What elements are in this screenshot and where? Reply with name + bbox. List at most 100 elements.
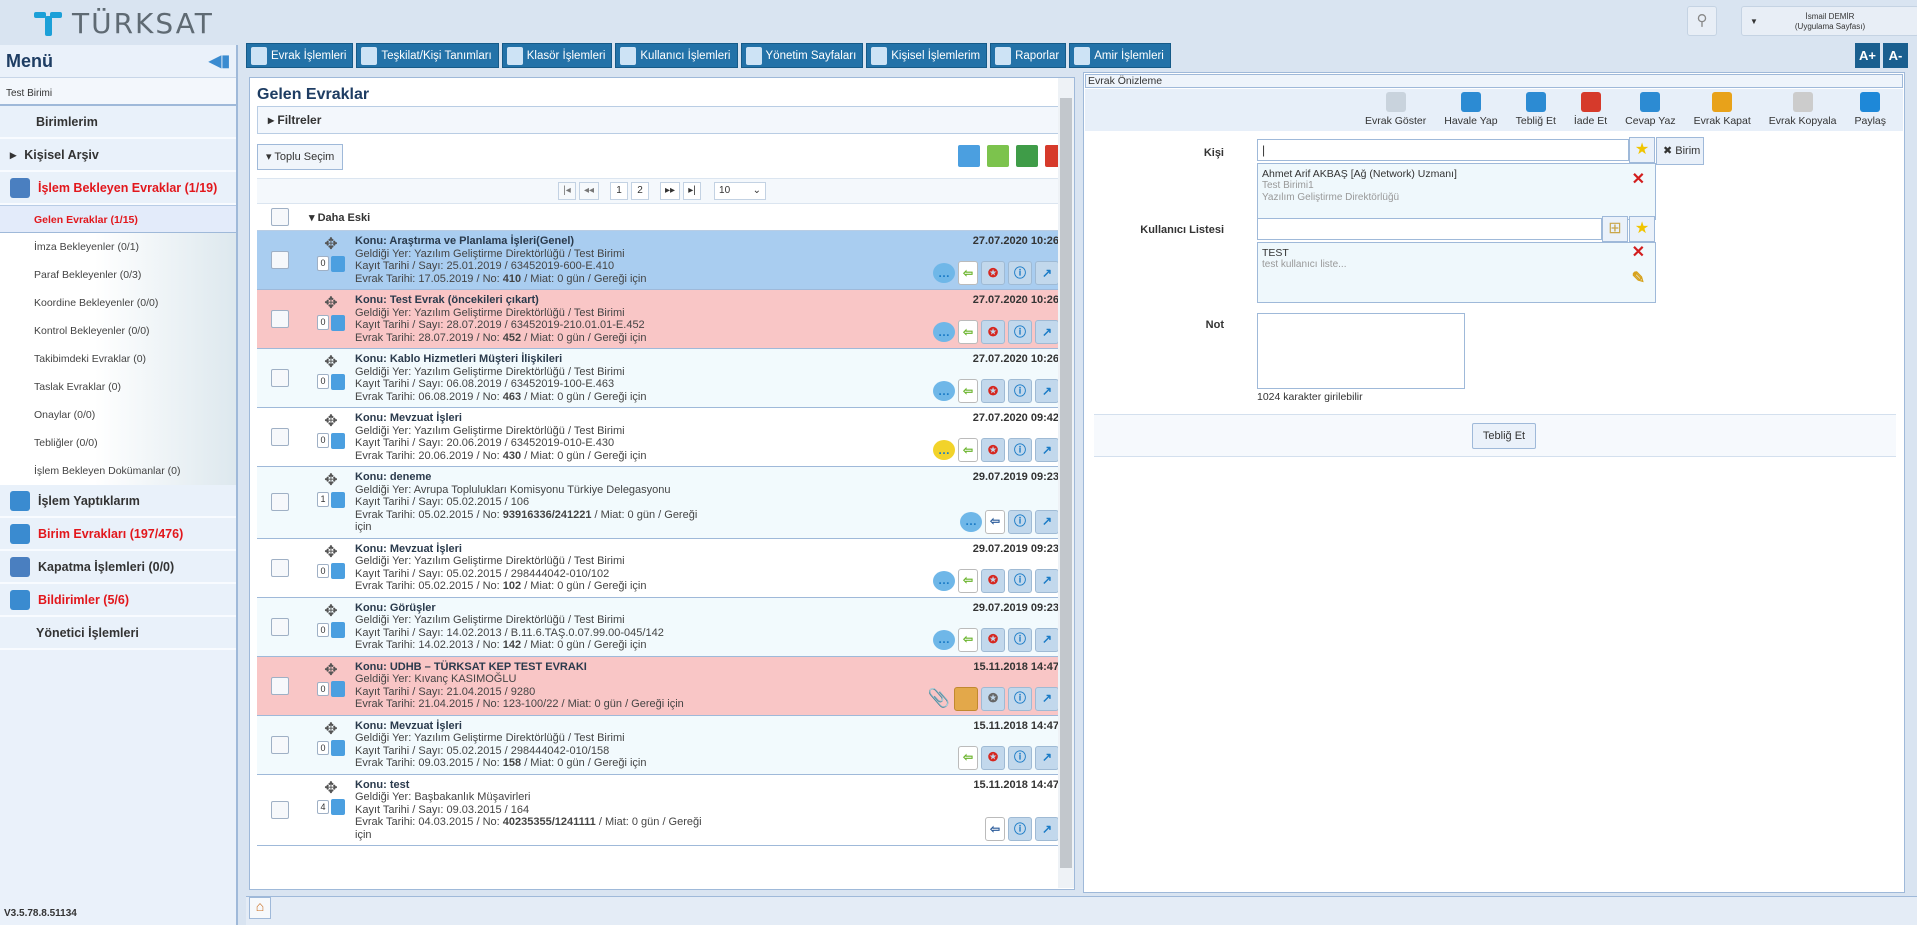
info-icon[interactable]: ⓘ: [1008, 320, 1032, 344]
reply-document-icon[interactable]: ⇦: [958, 568, 978, 593]
nav-tab[interactable]: Yönetim Sayfaları: [740, 43, 864, 68]
preview-action-button[interactable]: Evrak Göster: [1356, 89, 1435, 131]
drag-move-icon[interactable]: ✥: [324, 602, 338, 620]
info-icon[interactable]: ⓘ: [1008, 627, 1032, 652]
list-scrollbar[interactable]: [1058, 78, 1074, 888]
sidebar-subitem[interactable]: Paraf Bekleyenler (0/3): [34, 269, 142, 281]
row-checkbox[interactable]: [271, 617, 289, 636]
remove-icon[interactable]: ✕: [1631, 171, 1645, 188]
return-document-icon[interactable]: ⇦: [985, 817, 1005, 841]
prev-page-button[interactable]: ◂◂: [578, 182, 599, 200]
nav-tab[interactable]: Amir İşlemleri: [1069, 43, 1171, 68]
home-button[interactable]: ⌂: [249, 897, 271, 919]
document-add-icon[interactable]: [330, 432, 345, 449]
comment-bubble-icon[interactable]: …: [933, 381, 955, 401]
table-row[interactable]: ✥ 0 Konu: Araştırma ve Planlama İşleri(Gen…: [257, 231, 1067, 290]
row-checkbox[interactable]: [271, 800, 289, 819]
approval-medal-icon[interactable]: ✪: [981, 686, 1005, 711]
open-document-icon[interactable]: ↗: [1035, 745, 1059, 770]
open-document-icon[interactable]: ↗: [1035, 627, 1059, 652]
kullanici-listesi-input[interactable]: [1257, 218, 1602, 240]
sidebar-item[interactable]: Birimlerim: [0, 106, 236, 139]
approval-medal-icon[interactable]: ✪: [981, 261, 1005, 285]
document-add-icon[interactable]: [330, 563, 345, 579]
table-row[interactable]: ✥ 1 Konu: deneme Geldiği Yer: Avrupa Toplul…: [257, 467, 1067, 539]
sidebar-subitem[interactable]: İmza Bekleyenler (0/1): [34, 241, 140, 253]
search-button[interactable]: ⚲: [1687, 6, 1717, 36]
approval-medal-icon[interactable]: ✪: [981, 379, 1005, 403]
document-add-icon[interactable]: [330, 622, 345, 638]
table-row[interactable]: ✥ 0 Konu: Mevzuat İşleri Geldiği Yer: Yazıl…: [257, 715, 1067, 775]
comment-bubble-icon[interactable]: …: [933, 440, 955, 460]
info-icon[interactable]: ⓘ: [1008, 379, 1032, 403]
table-row[interactable]: ✥ 0 Konu: Kablo Hizmetleri Müşteri İlişkil…: [257, 349, 1067, 408]
preview-action-button[interactable]: Evrak Kopyala: [1760, 89, 1846, 131]
page-1-button[interactable]: 1: [610, 182, 628, 200]
comment-bubble-icon[interactable]: …: [933, 263, 955, 283]
sidebar-subitem[interactable]: Kontrol Bekleyenler (0/0): [34, 325, 150, 337]
nav-tab[interactable]: Raporlar: [990, 43, 1067, 68]
comment-bubble-icon[interactable]: …: [933, 570, 955, 591]
table-row[interactable]: ✥ 0 Konu: Görüşler Geldiği Yer: Yazılım Gel…: [257, 597, 1067, 657]
drag-move-icon[interactable]: ✥: [324, 720, 338, 738]
document-add-icon[interactable]: [330, 491, 345, 508]
tree-select-button[interactable]: ⊞: [1602, 216, 1628, 242]
sidebar-subitem[interactable]: Gelen Evraklar (1/15): [0, 205, 236, 233]
sidebar-item[interactable]: İşlem Yaptıklarım: [0, 485, 236, 518]
info-icon[interactable]: ⓘ: [1008, 745, 1032, 770]
drag-move-icon[interactable]: ✥: [324, 472, 338, 489]
approval-medal-icon[interactable]: ✪: [981, 745, 1005, 770]
preview-action-button[interactable]: Tebliğ Et: [1507, 89, 1565, 131]
sidebar-subitem[interactable]: Koordine Bekleyenler (0/0): [34, 297, 159, 309]
reply-document-icon[interactable]: ⇦: [958, 438, 978, 462]
sidebar-item[interactable]: Birim Evrakları (197/476): [0, 518, 236, 551]
open-document-icon[interactable]: ↗: [1035, 568, 1059, 593]
edit-pencil-icon[interactable]: ✎: [1631, 270, 1645, 287]
document-add-icon[interactable]: [330, 314, 345, 331]
drag-move-icon[interactable]: ✥: [324, 661, 338, 679]
sidebar-item[interactable]: Bildirimler (5/6): [0, 584, 236, 617]
user-menu[interactable]: ▼ İsmail DEMİR (Uygulama Sayfası): [1741, 6, 1917, 36]
sidebar-item[interactable]: Kapatma İşlemleri (0/0): [0, 551, 236, 584]
reply-document-icon[interactable]: ⇦: [958, 627, 978, 652]
archive-box-icon[interactable]: [954, 686, 978, 711]
select-all-checkbox[interactable]: [271, 208, 289, 226]
row-checkbox[interactable]: [271, 735, 289, 754]
document-add-icon[interactable]: [330, 799, 345, 815]
group-toggle[interactable]: ▾ Daha Eski: [309, 211, 371, 224]
drag-move-icon[interactable]: ✥: [324, 543, 338, 561]
excel-export-icon[interactable]: [1015, 144, 1038, 167]
sidebar-item[interactable]: ▸ Kişisel Arşiv: [0, 139, 236, 172]
sidebar-subitem[interactable]: Takibimdeki Evraklar (0): [34, 353, 147, 365]
bulk-select-button[interactable]: ▾ Toplu Seçim: [257, 144, 344, 170]
page-2-button[interactable]: 2: [631, 182, 649, 200]
drag-move-icon[interactable]: ✥: [324, 413, 338, 430]
comment-bubble-icon[interactable]: …: [933, 629, 955, 650]
sidebar-subitem[interactable]: İşlem Bekleyen Dokümanlar (0): [34, 465, 181, 477]
font-increase-button[interactable]: A+: [1855, 43, 1880, 68]
open-document-icon[interactable]: ↗: [1035, 509, 1059, 534]
info-icon[interactable]: ⓘ: [1008, 509, 1032, 534]
birim-button[interactable]: ✖ Birim: [1656, 137, 1704, 165]
drag-move-icon[interactable]: ✥: [324, 236, 338, 253]
not-textarea[interactable]: [1257, 313, 1465, 389]
new-document-icon[interactable]: [957, 144, 980, 167]
approval-medal-icon[interactable]: ✪: [981, 320, 1005, 344]
info-icon[interactable]: ⓘ: [1008, 261, 1032, 285]
info-icon[interactable]: ⓘ: [1008, 817, 1032, 841]
sidebar-subitem[interactable]: Taslak Evraklar (0): [34, 381, 121, 393]
row-checkbox[interactable]: [271, 558, 289, 577]
nav-tab[interactable]: Klasör İşlemleri: [501, 43, 613, 68]
nav-tab[interactable]: Kişisel İşlemlerim: [866, 43, 988, 68]
drag-move-icon[interactable]: ✥: [324, 779, 338, 797]
document-add-icon[interactable]: [330, 681, 345, 697]
comment-bubble-icon[interactable]: …: [960, 511, 982, 532]
row-checkbox[interactable]: [271, 493, 289, 512]
table-row[interactable]: ✥ 0 Konu: Test Evrak (öncekileri çıkart) Ge…: [257, 290, 1067, 349]
open-document-icon[interactable]: ↗: [1035, 817, 1059, 841]
table-row[interactable]: ✥ 0 Konu: Mevzuat İşleri Geldiği Yer: Yazıl…: [257, 408, 1067, 467]
document-add-icon[interactable]: [330, 373, 345, 390]
preview-action-button[interactable]: Paylaş: [1845, 89, 1895, 131]
row-checkbox[interactable]: [271, 251, 289, 269]
reply-document-icon[interactable]: ⇦: [958, 745, 978, 770]
